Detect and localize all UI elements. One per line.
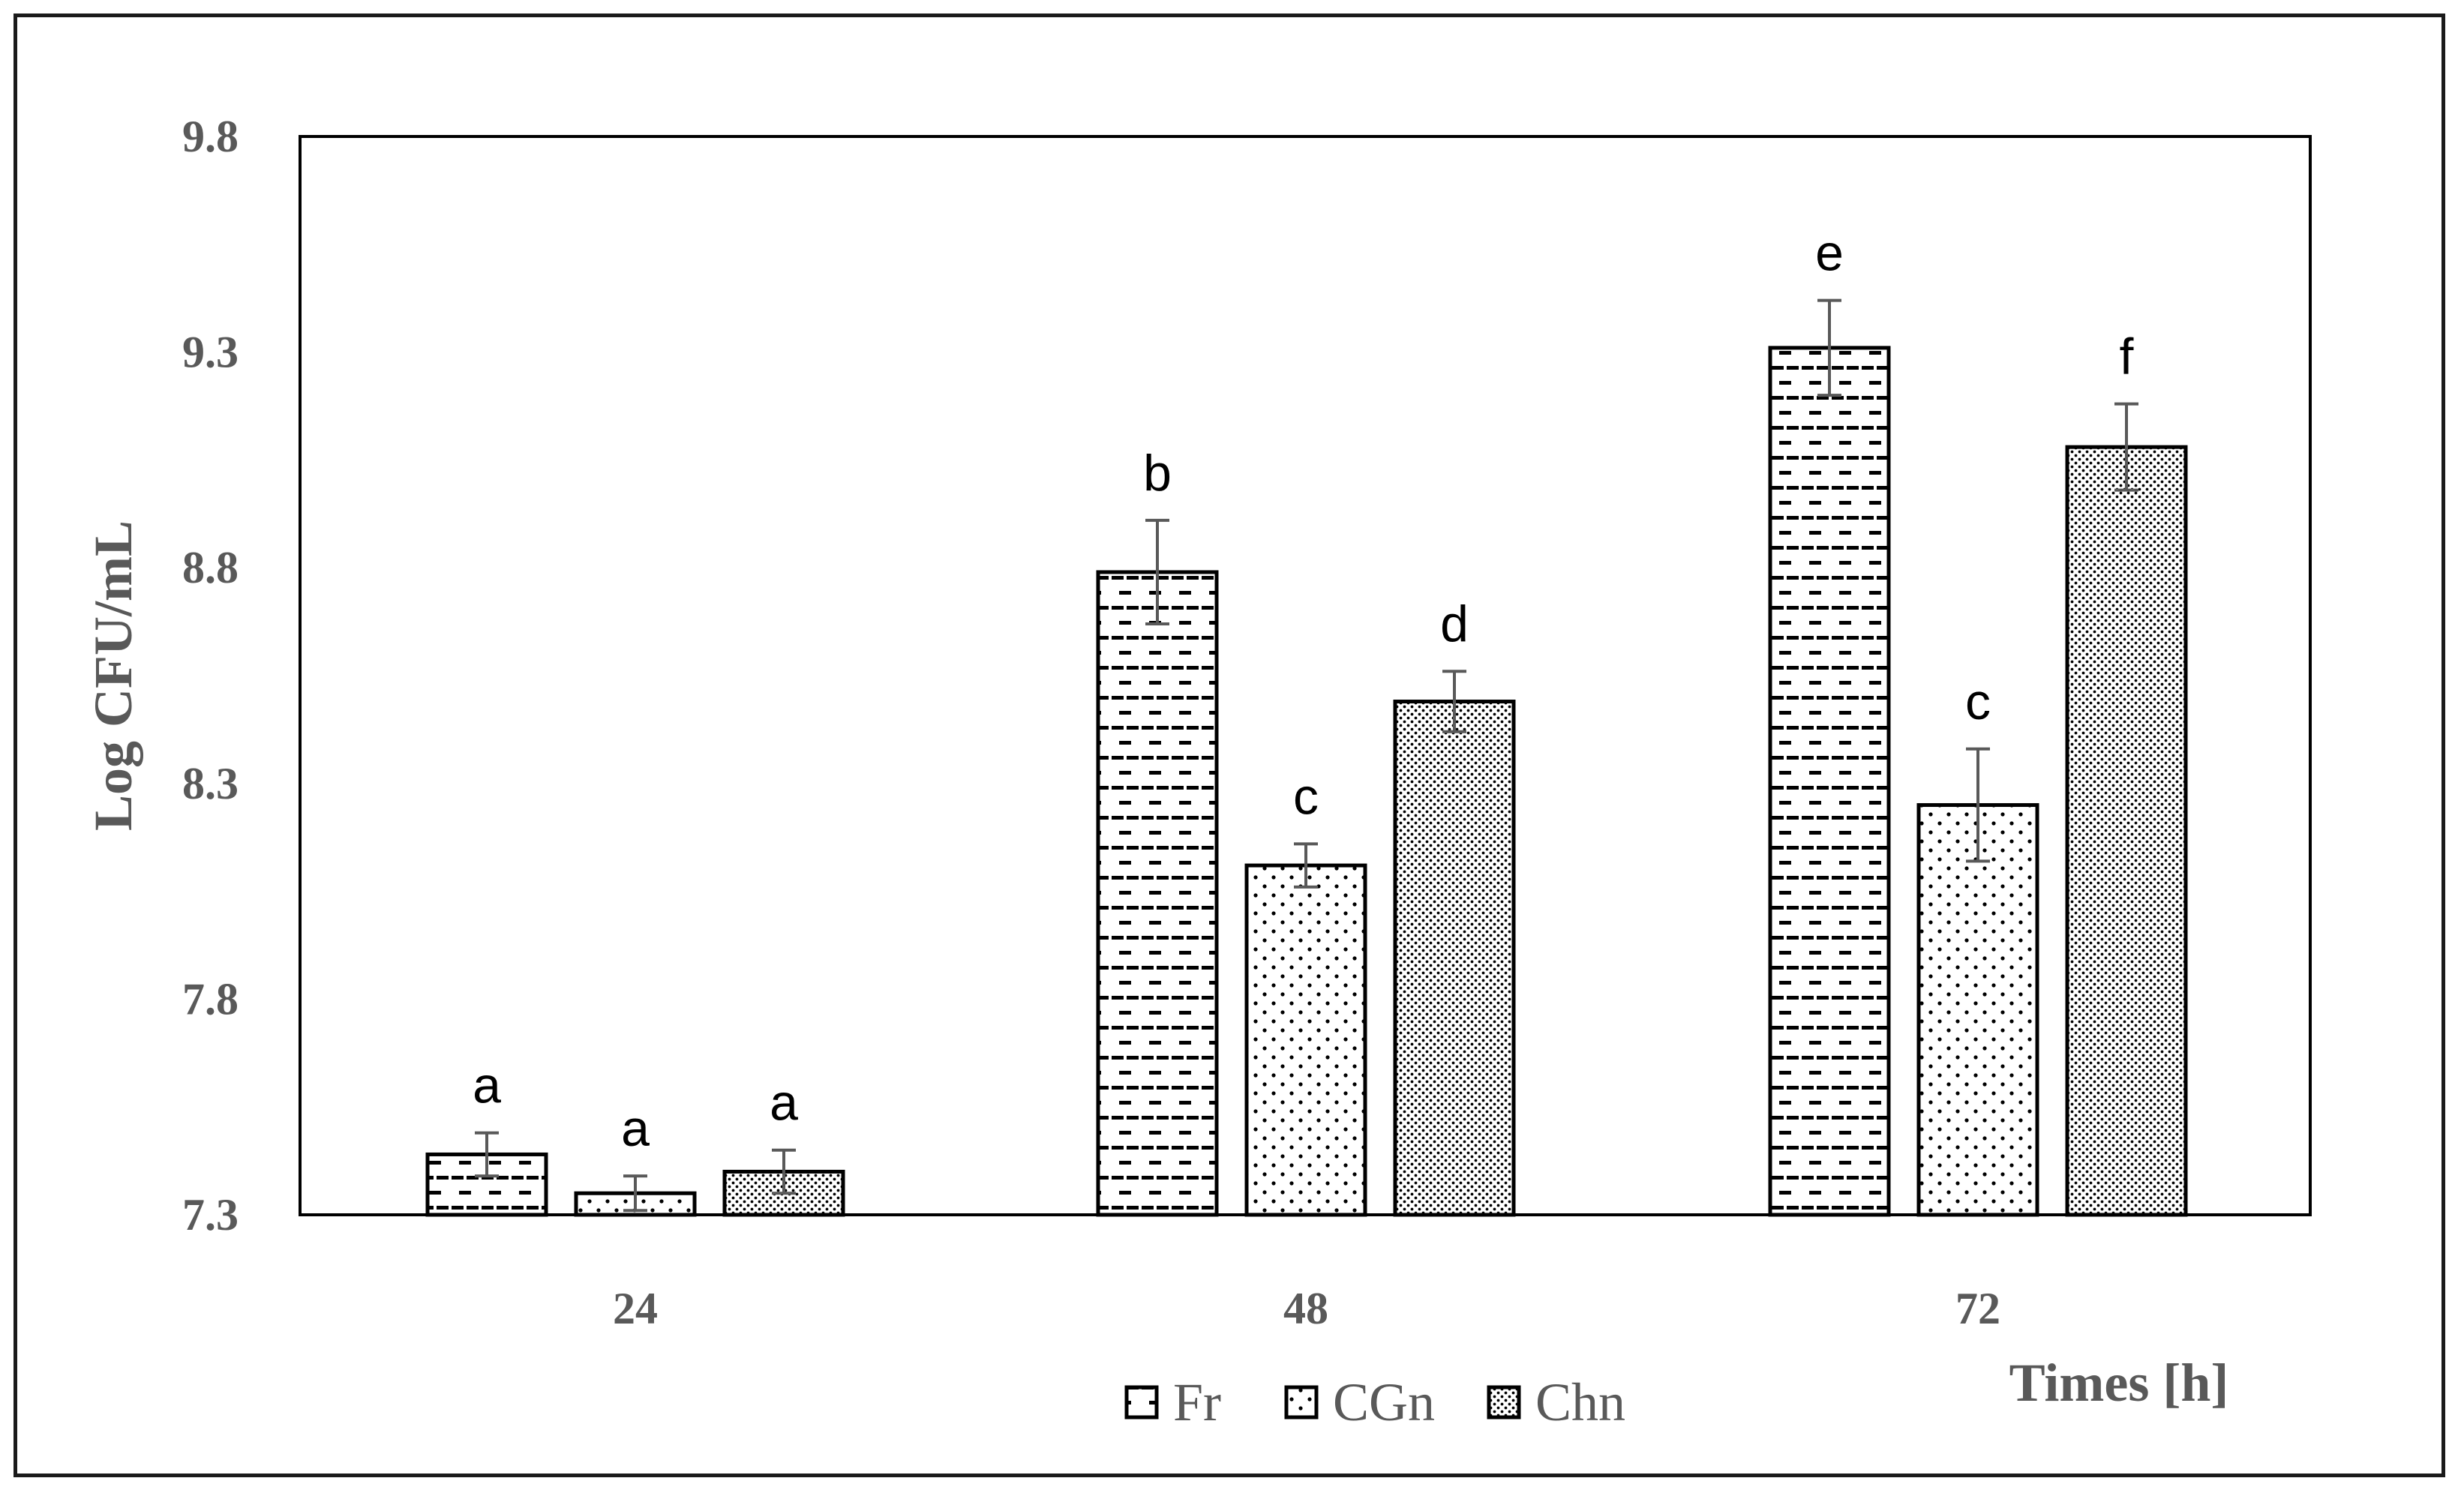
- x-tick-label: 72: [1955, 1284, 2000, 1333]
- significance-letter-fr-72: e: [1815, 225, 1844, 282]
- bar-chn-48: [1393, 700, 1516, 1217]
- significance-letter-fr-48: b: [1143, 445, 1172, 502]
- significance-letter-cgn-48: c: [1293, 768, 1319, 825]
- y-tick-label: 9.8: [182, 112, 239, 161]
- y-ticks-group: 7.3 7.8 8.3 8.8 9.3 9.8: [182, 112, 239, 1240]
- error-bar-fr-48: [1145, 518, 1169, 625]
- error-bar-cgn-48: [1294, 842, 1318, 889]
- error-bar-fr-72: [1817, 298, 1841, 397]
- legend-label-cgn: CGn: [1333, 1372, 1435, 1432]
- y-axis-title: Log CFU/mL: [83, 520, 143, 831]
- significance-letters-group: a a a b c d e c f: [473, 225, 2133, 1158]
- bar-fr-72: [1768, 346, 1891, 1217]
- error-bars-group: [475, 298, 2138, 1213]
- y-tick-label: 8.8: [182, 543, 239, 592]
- bars-group: [425, 346, 2188, 1217]
- significance-letter-cgn-72: c: [1965, 673, 1991, 730]
- legend-swatch-cgn: [1284, 1385, 1319, 1420]
- legend-label-chn: Chn: [1535, 1372, 1625, 1432]
- x-ticks-group: 24 48 72: [613, 1284, 2000, 1333]
- legend-item-cgn: CGn: [1284, 1372, 1435, 1432]
- bar-cgn-48: [1244, 863, 1367, 1217]
- x-tick-label: 48: [1283, 1284, 1328, 1333]
- error-bar-cgn-24: [623, 1174, 647, 1213]
- significance-letter-chn-48: d: [1440, 595, 1469, 652]
- bar-fr-48: [1096, 570, 1219, 1217]
- significance-letter-cgn-24: a: [621, 1100, 650, 1157]
- error-bar-fr-24: [475, 1131, 499, 1178]
- legend-label-fr: Fr: [1173, 1372, 1221, 1432]
- legend-item-chn: Chn: [1487, 1372, 1625, 1432]
- significance-letter-fr-24: a: [473, 1057, 501, 1114]
- legend-item-fr: Fr: [1124, 1372, 1221, 1432]
- bar-cgn-72: [1916, 803, 2039, 1217]
- figure-frame: [14, 13, 2445, 1477]
- x-axis-title: Times [h]: [2009, 1353, 2229, 1413]
- error-bar-chn-72: [2114, 402, 2138, 492]
- legend-swatch-fr: [1124, 1385, 1159, 1420]
- error-bar-cgn-72: [1966, 747, 1990, 863]
- x-tick-label: 24: [613, 1284, 658, 1333]
- bar-chn-72: [2065, 445, 2188, 1217]
- y-tick-label: 7.3: [182, 1190, 239, 1240]
- significance-letter-chn-72: f: [2120, 328, 2134, 385]
- y-tick-label: 9.3: [182, 328, 239, 377]
- y-tick-label: 8.3: [182, 759, 239, 808]
- error-bar-chn-48: [1442, 670, 1466, 733]
- significance-letter-chn-24: a: [770, 1075, 798, 1132]
- legend: Fr CGn Chn: [1124, 1372, 1625, 1432]
- legend-swatch-chn: [1487, 1385, 1521, 1420]
- error-bar-chn-24: [772, 1148, 796, 1195]
- y-tick-label: 7.8: [182, 974, 239, 1024]
